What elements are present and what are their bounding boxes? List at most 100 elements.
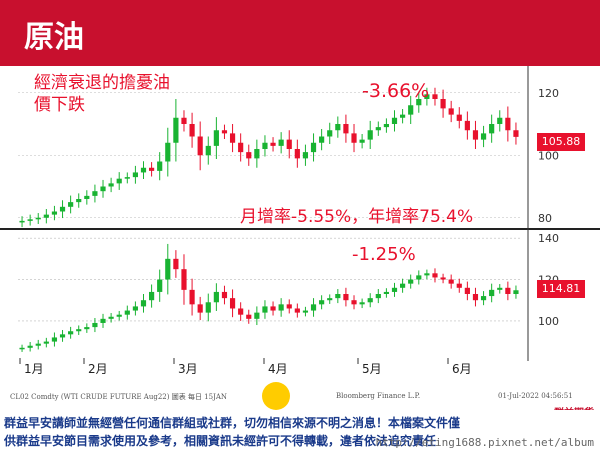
candle-body bbox=[246, 152, 252, 159]
candle-body bbox=[343, 294, 349, 301]
meta-date: 01-Jul-2022 04:56:51 bbox=[498, 392, 573, 400]
meta-source-left: CL02 Comdty (WTI CRUDE FUTURE Aug22) 圖表 … bbox=[10, 393, 228, 401]
candle-body bbox=[181, 269, 187, 290]
candle-body bbox=[51, 211, 58, 215]
candle-body bbox=[254, 149, 260, 159]
candle-body bbox=[464, 120, 470, 131]
candle-body bbox=[310, 142, 317, 153]
candle-body bbox=[480, 133, 487, 140]
candle-body bbox=[400, 114, 406, 118]
candle-body bbox=[229, 298, 236, 309]
candle-body bbox=[286, 139, 292, 149]
candle-body bbox=[43, 341, 49, 344]
candle-body bbox=[489, 124, 495, 134]
candle-body bbox=[140, 300, 147, 307]
candle-body bbox=[351, 300, 357, 305]
candle-body bbox=[359, 302, 365, 305]
top-price-tag: 105.88 bbox=[537, 133, 585, 151]
candle-body bbox=[35, 217, 41, 220]
candle-body bbox=[157, 279, 163, 292]
candle-body bbox=[238, 142, 244, 153]
candle-body bbox=[489, 289, 495, 297]
candle-body bbox=[497, 117, 503, 124]
candle-body bbox=[286, 304, 292, 309]
candle-body bbox=[116, 314, 122, 317]
y-tick-label: 80 bbox=[538, 212, 552, 225]
annotation-line1: 經濟衰退的擔憂油 bbox=[34, 73, 170, 93]
candle-body bbox=[124, 177, 130, 179]
candle-body bbox=[173, 258, 179, 270]
y-tick-label: 100 bbox=[538, 149, 559, 162]
candle-body bbox=[375, 127, 381, 131]
candle-body bbox=[432, 273, 438, 278]
candle-body bbox=[43, 214, 49, 218]
candle-body bbox=[472, 294, 479, 301]
candle-body bbox=[440, 99, 446, 109]
candle-body bbox=[400, 283, 406, 288]
candle-body bbox=[351, 133, 357, 143]
x-tick-label: 1月 bbox=[24, 362, 44, 376]
candle-body bbox=[327, 130, 333, 137]
candle-body bbox=[51, 337, 58, 342]
price-chart: 801001201001201401月2月3月4月5月6月 bbox=[0, 66, 600, 376]
candle-body bbox=[416, 275, 422, 280]
candle-body bbox=[173, 117, 179, 143]
candle-body bbox=[108, 316, 114, 319]
candle-body bbox=[59, 334, 66, 338]
x-tick-label: 2月 bbox=[88, 362, 108, 376]
candle-body bbox=[205, 302, 211, 313]
candle-body bbox=[513, 290, 519, 294]
candle-body bbox=[100, 186, 106, 192]
candle-body bbox=[505, 287, 511, 294]
mid-stats-label: 月增率-5.55%，年增率75.4% bbox=[240, 207, 474, 227]
candle-body bbox=[367, 130, 373, 140]
candle-body bbox=[335, 124, 341, 131]
candle-body bbox=[254, 312, 260, 319]
candle-body bbox=[319, 136, 325, 143]
candle-body bbox=[35, 343, 41, 346]
candle-body bbox=[480, 296, 487, 301]
candle-body bbox=[181, 117, 187, 124]
candle-body bbox=[391, 287, 398, 292]
x-tick-label: 3月 bbox=[178, 362, 198, 376]
candle-body bbox=[448, 108, 454, 115]
candle-body bbox=[27, 345, 33, 348]
candle-body bbox=[100, 318, 106, 323]
candle-body bbox=[68, 331, 74, 335]
watermark-url: http://eting1688.pixnet.net/album bbox=[375, 436, 594, 449]
candle-body bbox=[157, 161, 163, 171]
candle-body bbox=[197, 136, 203, 156]
candle-body bbox=[84, 195, 90, 199]
y-tick-label: 100 bbox=[538, 315, 559, 328]
candle-body bbox=[424, 273, 430, 276]
candle-body bbox=[116, 178, 122, 184]
candle-body bbox=[205, 145, 211, 156]
candle-body bbox=[408, 279, 414, 284]
candle-body bbox=[68, 202, 74, 207]
meta-source-right: Bloomberg Finance L.P. bbox=[336, 392, 421, 400]
candle-body bbox=[294, 308, 300, 313]
candle-body bbox=[213, 130, 219, 146]
disclaimer-line1: 群益早安講師並無經營任何通信群組或社群，切勿相信來源不明之消息！本檔案文件僅 bbox=[4, 416, 461, 430]
candle-body bbox=[124, 310, 130, 315]
candle-body bbox=[448, 279, 454, 284]
candle-body bbox=[27, 219, 33, 221]
annotation-recession: 經濟衰退的擔憂油 價下跌 bbox=[34, 72, 170, 116]
candle-body bbox=[335, 294, 341, 299]
candle-body bbox=[59, 206, 66, 212]
candle-body bbox=[464, 287, 470, 294]
candle-body bbox=[310, 304, 317, 311]
candle-body bbox=[359, 139, 365, 143]
candle-body bbox=[246, 314, 252, 319]
x-tick-label: 5月 bbox=[362, 362, 382, 376]
candle-body bbox=[278, 304, 284, 311]
candle-body bbox=[294, 149, 300, 159]
candle-body bbox=[513, 130, 519, 137]
y-tick-label: 140 bbox=[538, 232, 559, 245]
candle-body bbox=[213, 291, 219, 303]
candle-body bbox=[440, 277, 446, 280]
disclaimer-area: 群益早安講師並無經營任何通信群組或社群，切勿相信來源不明之消息！本檔案文件僅 供… bbox=[0, 410, 600, 452]
chart-area: 801001201001201401月2月3月4月5月6月 bbox=[0, 66, 600, 388]
candle-body bbox=[140, 167, 147, 173]
candle-body bbox=[84, 327, 90, 330]
